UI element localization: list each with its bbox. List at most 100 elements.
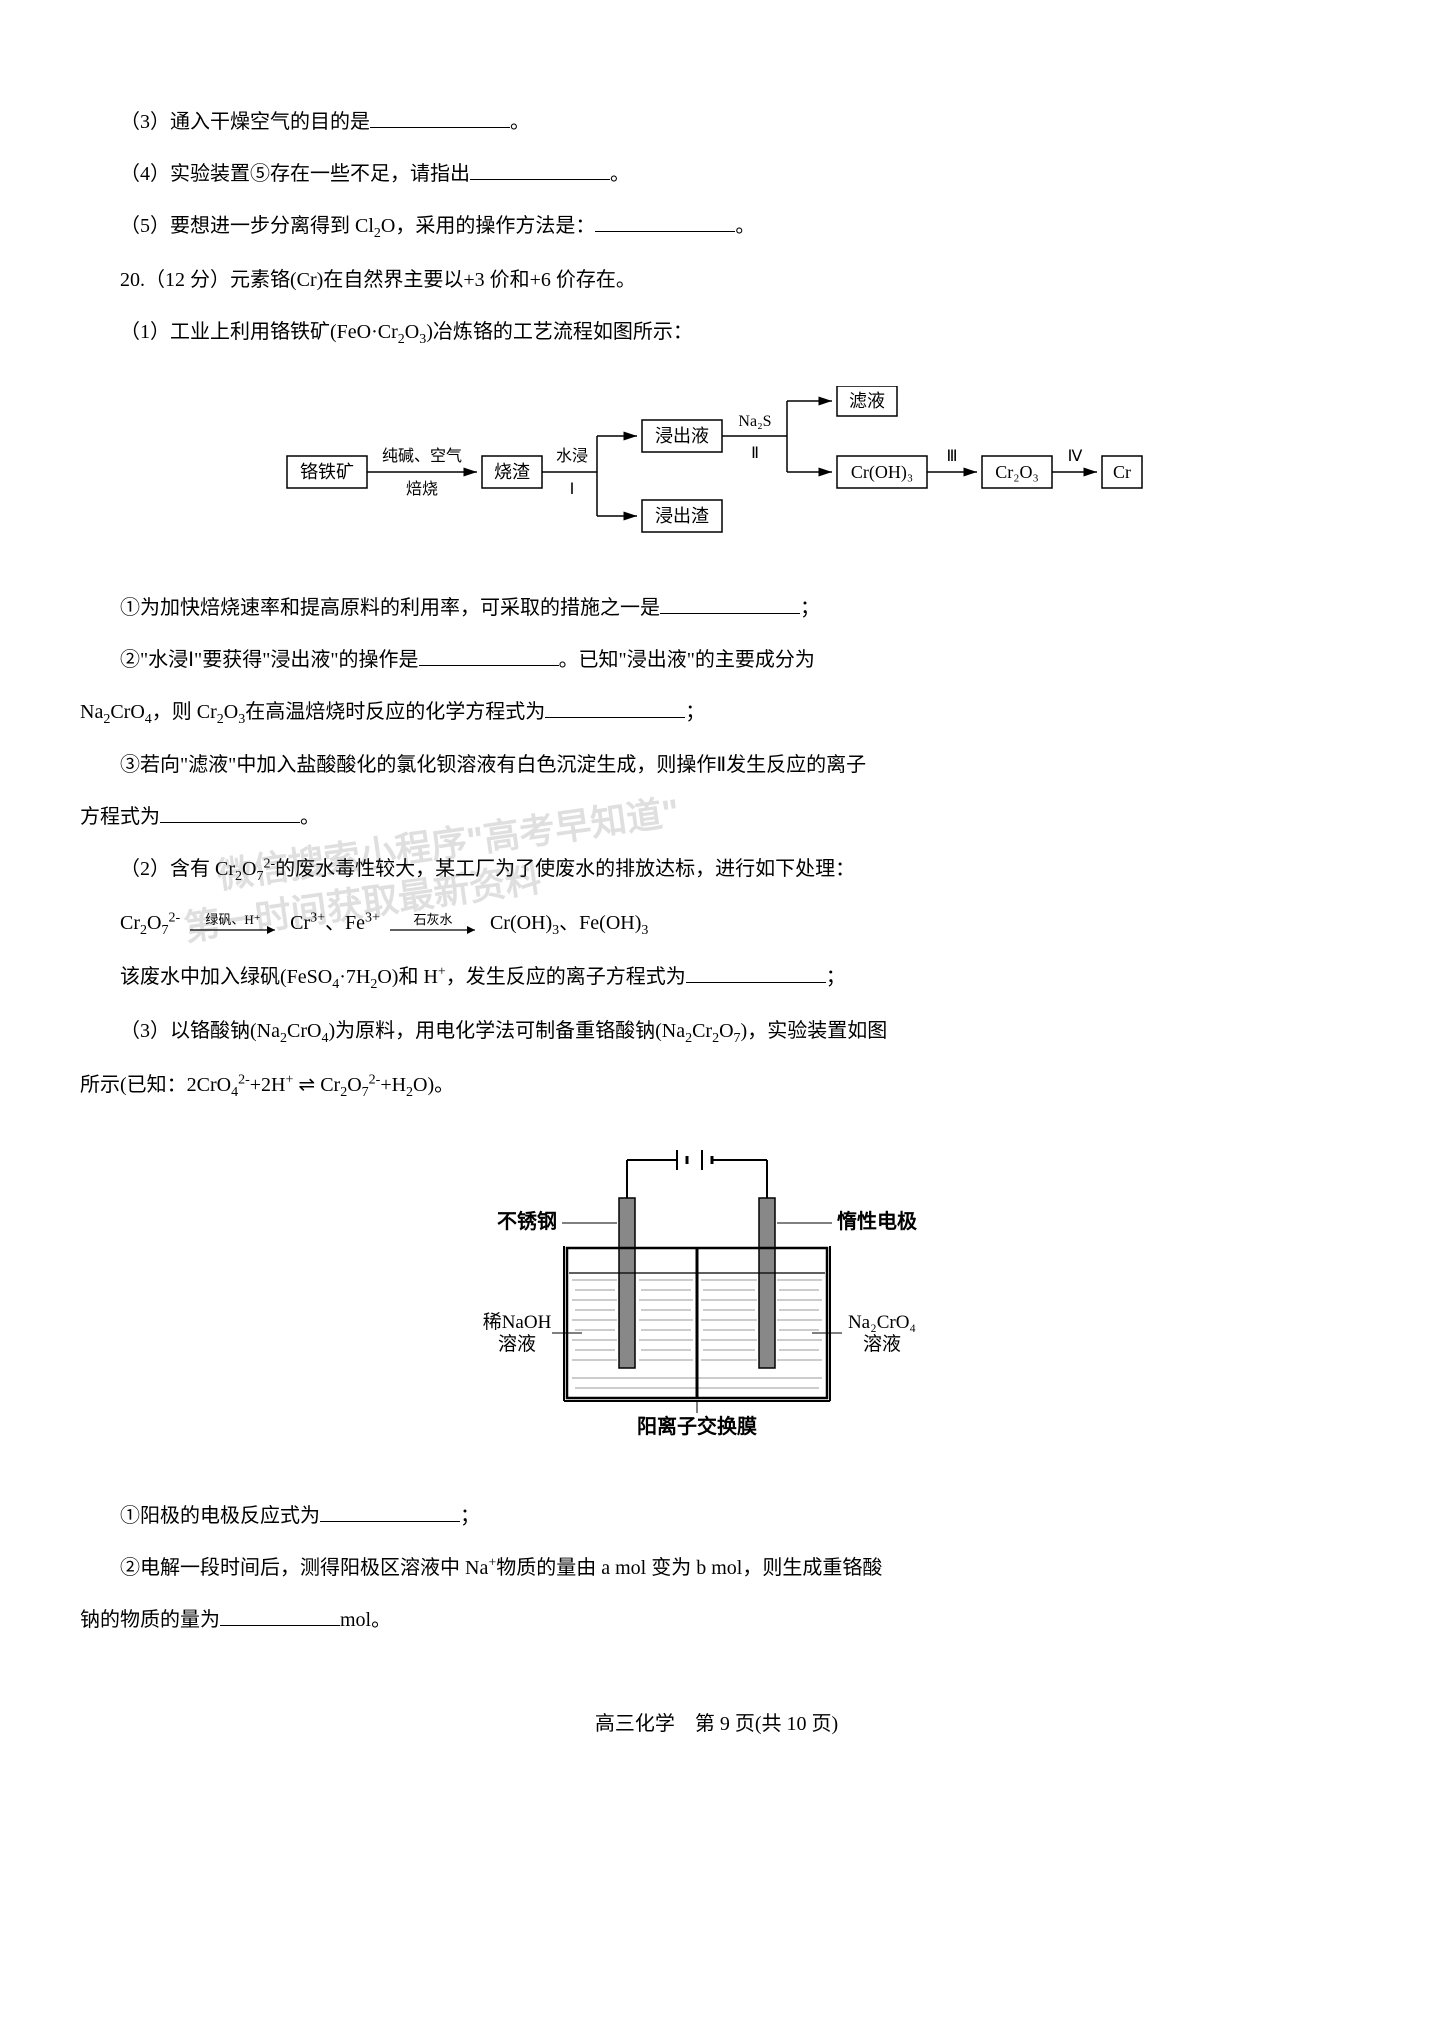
q4-text: （4）实验装置⑤存在一些不足，请指出 [120, 163, 470, 185]
eq-croh: Cr(OH) [490, 912, 552, 934]
q20-1-3a-text: ③若向"滤液"中加入盐酸酸化的氯化钡溶液有白色沉淀生成，则操作Ⅱ发生反应的离子 [120, 754, 866, 776]
blank [660, 594, 800, 614]
q20-1-3a: ③若向"滤液"中加入盐酸酸化的氯化钡溶液有白色沉淀生成，则操作Ⅱ发生反应的离子 [80, 743, 1353, 787]
q20-1-2d-text: CrO [110, 701, 144, 723]
q20-1-2a-text: ②"水浸Ⅰ"要获得"浸出液"的操作是 [120, 649, 419, 671]
q20-1-2b-text: 。已知"浸出液"的主要成分为 [559, 649, 815, 671]
electrode-diagram: 不锈钢 惰性电极 稀NaOH 溶液 Na₂CrO₄ 溶液 阳离子交换膜 [80, 1138, 1353, 1464]
document-content: （3）通入干燥空气的目的是。 （4）实验装置⑤存在一些不足，请指出。 （5）要想… [80, 100, 1353, 1746]
svg-text:Na₂CrO₄: Na₂CrO₄ [847, 1312, 915, 1333]
svg-text:浸出渣: 浸出渣 [655, 506, 709, 526]
q20-3-2d-text: mol。 [340, 1609, 391, 1631]
blank [595, 212, 735, 232]
q20-3a-text: （3）以铬酸钠(Na [120, 1020, 280, 1042]
q20-1-text: （1）工业上利用铬铁矿(FeO·Cr [120, 321, 398, 343]
electrode-svg: 不锈钢 惰性电极 稀NaOH 溶液 Na₂CrO₄ 溶液 阳离子交换膜 [457, 1138, 977, 1448]
svg-text:Cr(OH)₃: Cr(OH)₃ [850, 462, 912, 483]
blank [370, 108, 510, 128]
q20-3f-text: )，实验装置如图 [741, 1020, 888, 1042]
svg-text:铬铁矿: 铬铁矿 [300, 462, 354, 482]
blank [470, 160, 610, 180]
q20-1-2f-text: O [224, 701, 238, 723]
q20-3h-text: +2H [250, 1074, 286, 1096]
q20-2a-text: （2）含有 Cr [120, 858, 235, 880]
svg-text:Na₂S: Na₂S [738, 413, 771, 430]
page-footer: 高三化学 第 9 页(共 10 页) [80, 1702, 1353, 1746]
q20-1-2e-text: ，则 Cr [152, 701, 217, 723]
q20-2e-text: ·7H [339, 966, 370, 988]
q20-3j-text: O [347, 1074, 361, 1096]
q20-1-cont2: )冶炼铬的工艺流程如图所示： [426, 321, 693, 343]
q20-2g-text: ，发生反应的离子方程式为 [446, 966, 686, 988]
q20-2c-text: 的废水毒性较大，某工厂为了使废水的排放达标，进行如下处理： [275, 858, 855, 880]
q20-1-3b: 方程式为。 [80, 795, 1353, 839]
q20-3-1: ①阳极的电极反应式为； [80, 1494, 1353, 1538]
eq-cr: Cr [120, 912, 140, 934]
flow-svg: 铬铁矿 纯碱、空气 焙烧 烧渣 水浸 Ⅰ 浸出液 浸出渣 Na₂S Ⅱ [277, 386, 1157, 556]
q20-3k-text: +H [380, 1074, 406, 1096]
arrow-icon: 石灰水 [385, 910, 485, 940]
q20-3-2b-text: 物质的量由 a mol 变为 b mol，则生成重铬酸 [496, 1557, 882, 1579]
q20-2f-text: O)和 H [377, 966, 438, 988]
q20-1-3b-text: 方程式为 [80, 806, 160, 828]
q20-3e-text: O [719, 1020, 733, 1042]
q20-2: （2）含有 Cr2O72-的废水毒性较大，某工厂为了使废水的排放达标，进行如下处… [80, 847, 855, 893]
q20-3g: 所示(已知：2CrO42-+2H+ ⇌ Cr2O72-+H2O)。 [80, 1063, 1353, 1109]
blank [160, 803, 300, 823]
svg-text:浸出液: 浸出液 [655, 426, 709, 446]
q20-3b-text: CrO [287, 1020, 321, 1042]
svg-text:阳离子交换膜: 阳离子交换膜 [637, 1414, 757, 1438]
arrow-icon: 绿矾、H⁺ [185, 910, 285, 940]
q5-text-b: O，采用的操作方法是： [381, 215, 595, 237]
q5-text-a: （5）要想进一步分离得到 Cl [120, 215, 374, 237]
q3-text: （3）通入干燥空气的目的是 [120, 111, 370, 133]
svg-text:烧渣: 烧渣 [494, 462, 530, 482]
q20-1-1-text: ①为加快焙烧速率和提高原料的利用率，可采取的措施之一是 [120, 597, 660, 619]
q20-2d: 该废水中加入绿矾(FeSO4·7H2O)和 H+，发生反应的离子方程式为； [80, 955, 1353, 1001]
blank [220, 1606, 340, 1626]
q20-3l-text: O)。 [413, 1074, 454, 1096]
svg-text:Cr₂O₃: Cr₂O₃ [995, 462, 1039, 482]
eq-fe: 、Fe [325, 912, 365, 934]
q20-1-1: ①为加快焙烧速率和提高原料的利用率，可采取的措施之一是； [80, 586, 1353, 630]
eq-cr2: Cr [290, 912, 310, 934]
svg-text:纯碱、空气: 纯碱、空气 [381, 447, 461, 465]
svg-text:Ⅱ: Ⅱ [751, 445, 759, 462]
svg-text:不锈钢: 不锈钢 [497, 1210, 557, 1233]
svg-text:Ⅳ: Ⅳ [1067, 448, 1082, 465]
q20-1-2a: ②"水浸Ⅰ"要获得"浸出液"的操作是 。已知"浸出液"的主要成分为 [80, 638, 1353, 682]
eq-feoh: 、Fe(OH) [559, 912, 641, 934]
q20-3i-text: Cr [320, 1074, 340, 1096]
q20-3-1-text: ①阳极的电极反应式为 [120, 1505, 320, 1527]
q20-3c-text: )为原料，用电化学法可制备重铬酸钠(Na [328, 1020, 685, 1042]
q20-1-2c-text: Na [80, 701, 103, 723]
eq-o: O [147, 912, 161, 934]
q20-3-2c-text: 钠的物质的量为 [80, 1609, 220, 1631]
svg-text:石灰水: 石灰水 [413, 912, 452, 927]
question-20-1: （1）工业上利用铬铁矿(FeO·Cr2O3)冶炼铬的工艺流程如图所示： [80, 310, 1353, 356]
q20-3a: （3）以铬酸钠(Na2CrO4)为原料，用电化学法可制备重铬酸钠(Na2Cr2O… [80, 1009, 1353, 1055]
question-5: （5）要想进一步分离得到 Cl2O，采用的操作方法是：。 [80, 204, 1353, 250]
svg-text:绿矾、H⁺: 绿矾、H⁺ [205, 912, 260, 927]
question-20-header: 20.（12 分）元素铬(Cr)在自然界主要以+3 价和+6 价存在。 [80, 258, 1353, 302]
blank [545, 698, 685, 718]
svg-text:Cr: Cr [1113, 462, 1131, 482]
q20-1-2g-text: 在高温焙烧时反应的化学方程式为 [245, 701, 545, 723]
question-4: （4）实验装置⑤存在一些不足，请指出。 [80, 152, 1353, 196]
q20-2d-text: 该废水中加入绿矾(FeSO [120, 966, 332, 988]
q20-3-2c: 钠的物质的量为 mol。 [80, 1598, 1353, 1642]
svg-text:溶液: 溶液 [862, 1333, 900, 1355]
q20-1-cont: O [405, 321, 419, 343]
svg-text:稀NaOH: 稀NaOH [482, 1311, 551, 1333]
q20-3-2a: ②电解一段时间后，测得阳极区溶液中 Na+物质的量由 a mol 变为 b mo… [80, 1546, 1353, 1590]
q20-2b-text: O [242, 858, 256, 880]
q20-1-2c: Na2CrO4，则 Cr2O3在高温焙烧时反应的化学方程式为； [80, 690, 1353, 736]
blank [320, 1502, 460, 1522]
svg-text:溶液: 溶液 [497, 1333, 535, 1355]
footer-text: 高三化学 第 9 页(共 10 页) [595, 1713, 838, 1735]
q20-2-equation: Cr2O72- 绿矾、H⁺ Cr3+、Fe3+ 石灰水 Cr(OH)3、Fe(O… [80, 901, 1353, 947]
svg-text:水浸: 水浸 [555, 447, 587, 465]
svg-text:焙烧: 焙烧 [405, 480, 437, 498]
q20-3g-text: 所示(已知：2CrO [80, 1074, 231, 1096]
flow-diagram: 铬铁矿 纯碱、空气 焙烧 烧渣 水浸 Ⅰ 浸出液 浸出渣 Na₂S Ⅱ [80, 376, 1353, 566]
